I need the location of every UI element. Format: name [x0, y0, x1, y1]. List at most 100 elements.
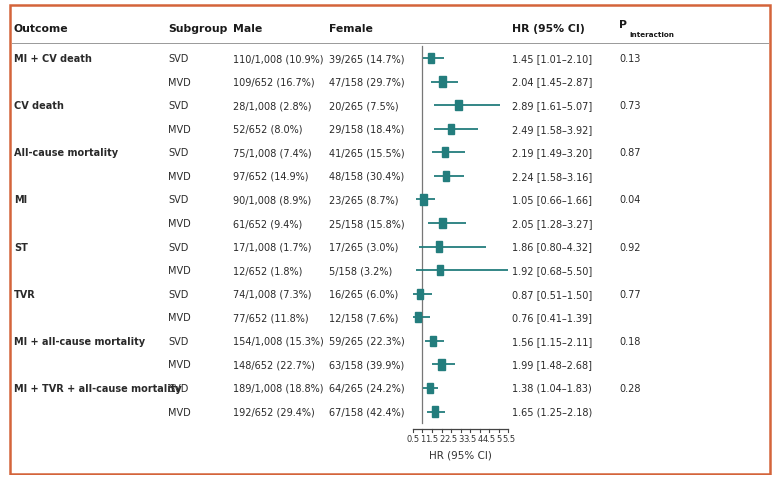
- Text: 2.89 [1.61–5.07]: 2.89 [1.61–5.07]: [512, 101, 593, 111]
- Text: 1.05 [0.66–1.66]: 1.05 [0.66–1.66]: [512, 195, 592, 205]
- Text: 20/265 (7.5%): 20/265 (7.5%): [329, 101, 399, 111]
- Text: 0.04: 0.04: [619, 195, 640, 205]
- Text: 2.5: 2.5: [445, 434, 458, 443]
- Text: 28/1,008 (2.8%): 28/1,008 (2.8%): [233, 101, 312, 111]
- Bar: [431, 407, 438, 417]
- Text: 0.13: 0.13: [619, 54, 640, 64]
- Text: 1.86 [0.80–4.32]: 1.86 [0.80–4.32]: [512, 242, 592, 252]
- Bar: [436, 242, 442, 252]
- Text: MVD: MVD: [168, 360, 191, 370]
- Bar: [438, 360, 445, 370]
- Text: 3: 3: [458, 434, 463, 443]
- Text: 1.99 [1.48–2.68]: 1.99 [1.48–2.68]: [512, 360, 592, 370]
- Text: SVD: SVD: [168, 148, 189, 158]
- Text: 12/652 (1.8%): 12/652 (1.8%): [233, 265, 303, 276]
- Text: MVD: MVD: [168, 218, 191, 228]
- Text: 47/158 (29.7%): 47/158 (29.7%): [329, 77, 405, 87]
- Bar: [417, 289, 424, 299]
- Text: P: P: [619, 20, 627, 30]
- Text: Outcome: Outcome: [14, 24, 69, 34]
- Bar: [448, 124, 454, 134]
- Text: MI + CV death: MI + CV death: [14, 54, 92, 64]
- Bar: [456, 101, 462, 111]
- Text: 4.5: 4.5: [483, 434, 496, 443]
- Text: Male: Male: [233, 24, 263, 34]
- Text: 1.38 (1.04–1.83): 1.38 (1.04–1.83): [512, 383, 592, 393]
- Text: 154/1,008 (15.3%): 154/1,008 (15.3%): [233, 336, 324, 346]
- Text: 39/265 (14.7%): 39/265 (14.7%): [329, 54, 404, 64]
- Text: TVR: TVR: [14, 289, 36, 299]
- Text: 148/652 (22.7%): 148/652 (22.7%): [233, 360, 315, 370]
- Text: MI + TVR + all-cause mortality: MI + TVR + all-cause mortality: [14, 383, 182, 393]
- Text: 17/1,008 (1.7%): 17/1,008 (1.7%): [233, 242, 312, 252]
- Bar: [415, 312, 421, 323]
- Text: 192/652 (29.4%): 192/652 (29.4%): [233, 407, 315, 417]
- Text: 2.24 [1.58–3.16]: 2.24 [1.58–3.16]: [512, 171, 593, 181]
- Text: MVD: MVD: [168, 171, 191, 181]
- Bar: [430, 336, 436, 346]
- Text: 0.73: 0.73: [619, 101, 641, 111]
- Text: MVD: MVD: [168, 312, 191, 323]
- Text: SVD: SVD: [168, 336, 189, 346]
- Text: MI: MI: [14, 195, 27, 205]
- Text: 48/158 (30.4%): 48/158 (30.4%): [329, 171, 404, 181]
- Text: 4: 4: [477, 434, 483, 443]
- Text: 1.45 [1.01–2.10]: 1.45 [1.01–2.10]: [512, 54, 593, 64]
- Text: SVD: SVD: [168, 54, 189, 64]
- Bar: [437, 265, 443, 276]
- Text: 1.5: 1.5: [425, 434, 438, 443]
- Text: MVD: MVD: [168, 77, 191, 87]
- Text: CV death: CV death: [14, 101, 64, 111]
- Text: 0.87 [0.51–1.50]: 0.87 [0.51–1.50]: [512, 289, 593, 299]
- Text: MI + all-cause mortality: MI + all-cause mortality: [14, 336, 145, 346]
- Text: MVD: MVD: [168, 407, 191, 417]
- Text: 0.76 [0.41–1.39]: 0.76 [0.41–1.39]: [512, 312, 592, 323]
- Bar: [443, 171, 449, 181]
- Text: 2.04 [1.45–2.87]: 2.04 [1.45–2.87]: [512, 77, 593, 87]
- Text: 75/1,008 (7.4%): 75/1,008 (7.4%): [233, 148, 312, 158]
- Text: 64/265 (24.2%): 64/265 (24.2%): [329, 383, 405, 393]
- Text: 0.28: 0.28: [619, 383, 641, 393]
- Text: 1.92 [0.68–5.50]: 1.92 [0.68–5.50]: [512, 265, 593, 276]
- Text: 61/652 (9.4%): 61/652 (9.4%): [233, 218, 303, 228]
- Bar: [442, 148, 448, 158]
- Text: 52/652 (8.0%): 52/652 (8.0%): [233, 124, 303, 134]
- Text: Subgroup: Subgroup: [168, 24, 228, 34]
- Bar: [428, 54, 434, 64]
- Text: 1: 1: [420, 434, 425, 443]
- Text: 77/652 (11.8%): 77/652 (11.8%): [233, 312, 309, 323]
- Text: All-cause mortality: All-cause mortality: [14, 148, 118, 158]
- Text: 109/652 (16.7%): 109/652 (16.7%): [233, 77, 315, 87]
- Bar: [427, 383, 433, 393]
- Text: 5.5: 5.5: [502, 434, 515, 443]
- Text: SVD: SVD: [168, 383, 189, 393]
- Text: 63/158 (39.9%): 63/158 (39.9%): [329, 360, 404, 370]
- Text: 59/265 (22.3%): 59/265 (22.3%): [329, 336, 405, 346]
- Text: 2.49 [1.58–3.92]: 2.49 [1.58–3.92]: [512, 124, 593, 134]
- Text: 0.92: 0.92: [619, 242, 641, 252]
- Text: 25/158 (15.8%): 25/158 (15.8%): [329, 218, 405, 228]
- Text: 2.05 [1.28–3.27]: 2.05 [1.28–3.27]: [512, 218, 593, 228]
- Text: ST: ST: [14, 242, 28, 252]
- Text: 3.5: 3.5: [463, 434, 477, 443]
- Text: 5: 5: [496, 434, 502, 443]
- Bar: [439, 77, 445, 87]
- Text: 41/265 (15.5%): 41/265 (15.5%): [329, 148, 405, 158]
- Bar: [420, 195, 427, 205]
- Text: MVD: MVD: [168, 124, 191, 134]
- Bar: [439, 218, 445, 228]
- Text: 0.5: 0.5: [406, 434, 420, 443]
- Text: 2: 2: [439, 434, 445, 443]
- Text: 17/265 (3.0%): 17/265 (3.0%): [329, 242, 399, 252]
- Text: 189/1,008 (18.8%): 189/1,008 (18.8%): [233, 383, 324, 393]
- Text: 0.18: 0.18: [619, 336, 640, 346]
- Text: 0.77: 0.77: [619, 289, 641, 299]
- Text: 90/1,008 (8.9%): 90/1,008 (8.9%): [233, 195, 311, 205]
- Text: 23/265 (8.7%): 23/265 (8.7%): [329, 195, 399, 205]
- Text: SVD: SVD: [168, 101, 189, 111]
- Text: HR (95% CI): HR (95% CI): [429, 449, 492, 459]
- Text: SVD: SVD: [168, 242, 189, 252]
- Text: 5/158 (3.2%): 5/158 (3.2%): [329, 265, 392, 276]
- Text: SVD: SVD: [168, 289, 189, 299]
- Text: 29/158 (18.4%): 29/158 (18.4%): [329, 124, 404, 134]
